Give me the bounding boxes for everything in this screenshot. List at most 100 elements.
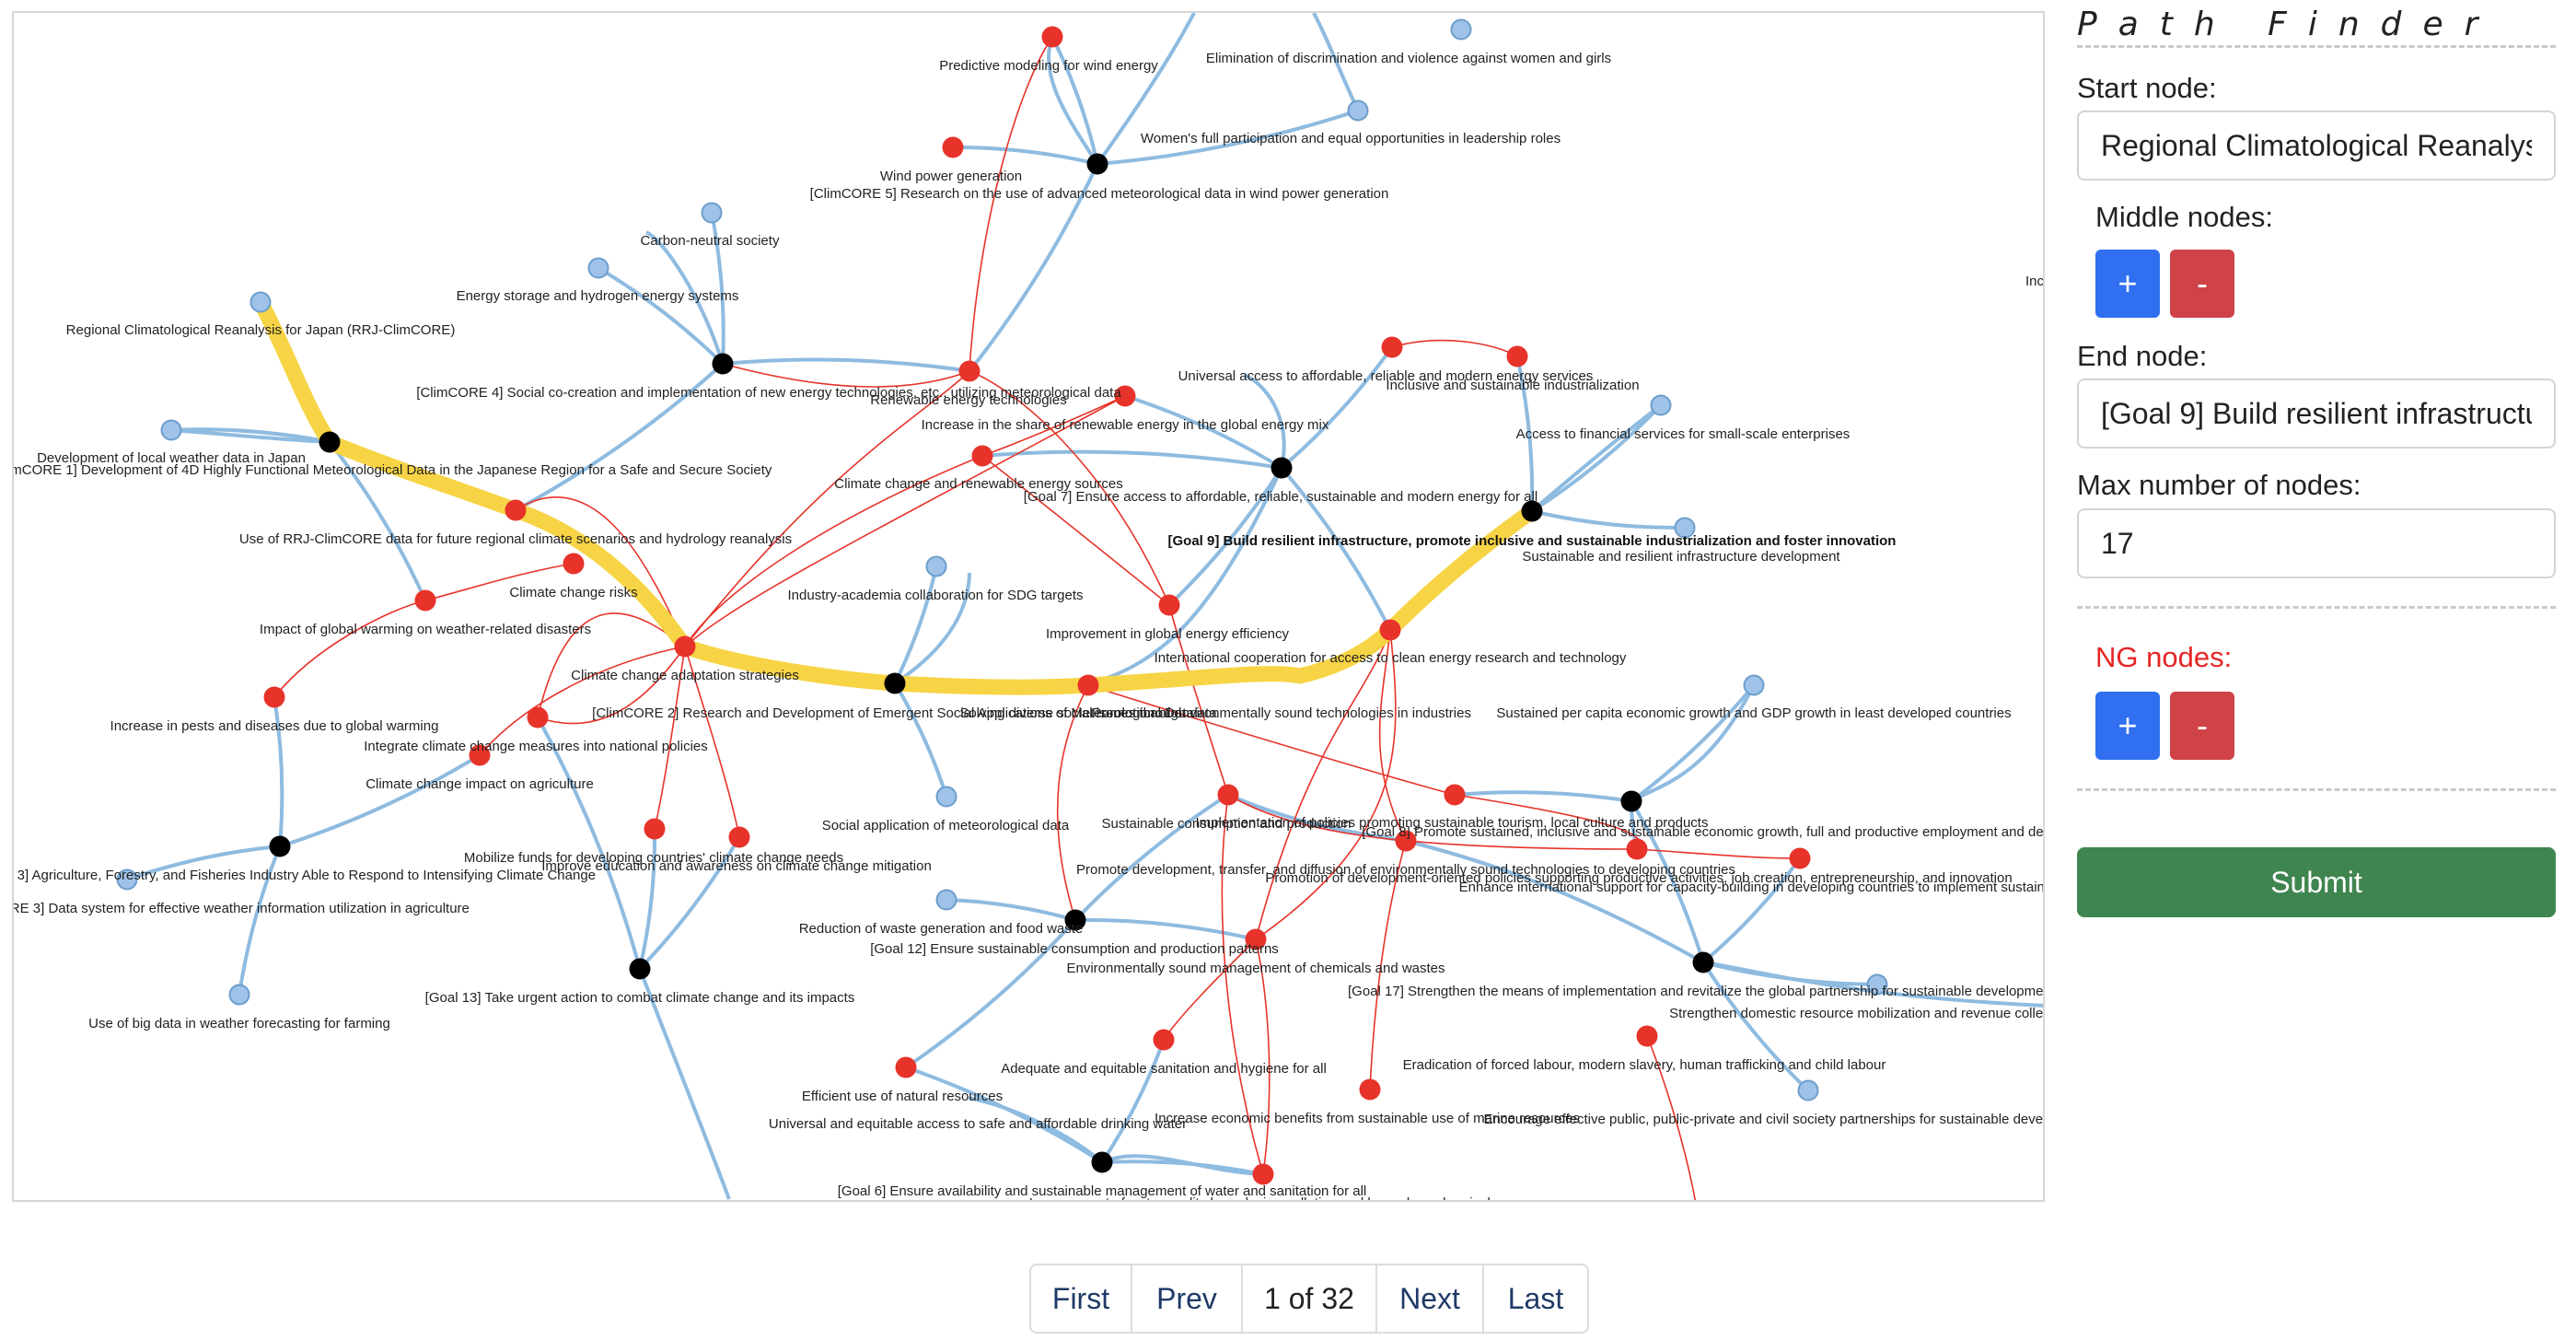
graph-edge <box>279 753 482 848</box>
goal-node[interactable] <box>1086 153 1108 175</box>
target-node[interactable] <box>263 686 285 708</box>
node-label: Impact of global warming on weather-rela… <box>260 622 591 637</box>
graph-edge <box>536 717 642 970</box>
leaf-node[interactable] <box>228 984 250 1006</box>
middle-nodes-label: Middle nodes: <box>2095 201 2274 233</box>
target-node[interactable] <box>1359 1078 1381 1101</box>
target-node[interactable] <box>1041 26 1063 48</box>
leaf-node[interactable] <box>249 291 272 313</box>
graph-edge <box>905 1066 1104 1164</box>
graph-edge <box>1244 373 1286 469</box>
graph-edge <box>1630 683 1756 803</box>
last-page-button[interactable]: Last <box>1507 1281 1564 1315</box>
target-node[interactable] <box>674 635 696 658</box>
leaf-node[interactable] <box>1743 674 1765 696</box>
next-page-button[interactable]: Next <box>1377 1265 1484 1332</box>
leaf-node[interactable] <box>116 868 138 891</box>
target-node[interactable] <box>1395 830 1417 852</box>
leaf-node[interactable] <box>1450 18 1472 41</box>
target-node[interactable] <box>1153 1029 1175 1051</box>
goal-node[interactable] <box>269 835 291 857</box>
graph-edge <box>969 36 1053 372</box>
leaf-node[interactable] <box>935 786 957 808</box>
goal-node[interactable] <box>712 353 734 375</box>
first-page-button[interactable]: First <box>1031 1265 1132 1332</box>
add-middle-node-button[interactable]: + <box>2095 250 2160 318</box>
graph-nodes <box>116 18 1888 1185</box>
goal-node[interactable] <box>1692 951 1714 973</box>
target-node[interactable] <box>942 136 964 158</box>
node-label: Increase in pests and diseases due to gl… <box>110 718 439 734</box>
goal-node[interactable] <box>1620 790 1642 812</box>
add-ng-node-button[interactable]: + <box>2095 692 2160 760</box>
graph-edge <box>638 828 657 970</box>
leaf-node[interactable] <box>1797 1079 1819 1101</box>
graph-edge <box>1227 794 1638 850</box>
remove-middle-node-button[interactable]: - <box>2170 250 2234 318</box>
node-label: Use of big data in weather forecasting f… <box>88 1016 390 1031</box>
goal-node[interactable] <box>1271 457 1293 479</box>
target-node[interactable] <box>1252 1163 1274 1185</box>
graph-edge <box>1280 466 1392 631</box>
node-label: Reduction of waste generation and food w… <box>799 921 1084 937</box>
node-label: [ClimCORE 2] Research and Development of… <box>592 705 1194 721</box>
leaf-node[interactable] <box>160 419 182 441</box>
max-nodes-input[interactable] <box>2077 508 2556 578</box>
leaf-node[interactable] <box>1347 99 1369 122</box>
graph-edge <box>893 682 948 798</box>
target-node[interactable] <box>644 818 666 840</box>
leaf-node[interactable] <box>1674 517 1696 539</box>
target-node[interactable] <box>958 360 981 382</box>
target-node[interactable] <box>971 445 993 467</box>
goal-node[interactable] <box>1521 500 1543 522</box>
target-node[interactable] <box>505 499 527 521</box>
submit-button[interactable]: Submit <box>2077 847 2556 917</box>
target-node[interactable] <box>1379 619 1401 641</box>
goal-node[interactable] <box>319 431 341 453</box>
highlighted-path <box>252 294 1540 695</box>
prev-page-button[interactable]: Prev <box>1132 1265 1243 1332</box>
node-label: [ClimCORE 4] Social co-creation and impl… <box>416 385 1121 401</box>
target-node[interactable] <box>1789 847 1811 869</box>
target-node[interactable] <box>1217 784 1239 806</box>
target-node[interactable] <box>1636 1025 1658 1047</box>
node-label: Development of local weather data in Jap… <box>37 450 306 466</box>
graph-edge <box>684 370 970 647</box>
target-node[interactable] <box>1114 385 1136 407</box>
target-node[interactable] <box>1077 674 1099 696</box>
leaf-node[interactable] <box>1866 973 1888 996</box>
target-node[interactable] <box>1158 594 1180 616</box>
target-node[interactable] <box>1381 336 1403 358</box>
network-graph[interactable]: Predictive modeling for wind energy Elimi… <box>14 13 2045 1202</box>
graph-edge <box>638 968 731 1200</box>
graph-edge <box>684 395 1126 647</box>
leaf-node[interactable] <box>935 889 957 911</box>
graph-edge <box>638 835 741 971</box>
target-node[interactable] <box>1506 345 1528 367</box>
network-graph-panel[interactable]: Predictive modeling for wind energy Elimi… <box>12 11 2045 1202</box>
target-node[interactable] <box>1444 784 1466 806</box>
target-node[interactable] <box>1626 838 1648 860</box>
goal-node[interactable] <box>1064 909 1086 931</box>
goal-node[interactable] <box>629 958 651 980</box>
target-node[interactable] <box>895 1056 917 1078</box>
target-node[interactable] <box>469 744 491 766</box>
graph-edge <box>1255 938 1271 1175</box>
node-label: [Goal 8] Promote sustained, inclusive an… <box>1362 824 2045 840</box>
target-node[interactable] <box>563 553 585 575</box>
end-node-input[interactable] <box>2077 379 2556 449</box>
target-node[interactable] <box>728 826 750 848</box>
remove-ng-node-button[interactable]: - <box>2170 692 2234 760</box>
graph-edge <box>968 163 1099 373</box>
leaf-node[interactable] <box>701 202 723 224</box>
target-node[interactable] <box>414 589 436 612</box>
leaf-node[interactable] <box>587 257 609 279</box>
goal-node[interactable] <box>884 672 906 694</box>
goal-node[interactable] <box>1091 1151 1113 1173</box>
leaf-node[interactable] <box>925 555 947 577</box>
leaf-node[interactable] <box>1650 394 1672 416</box>
start-node-input[interactable] <box>2077 111 2556 181</box>
target-node[interactable] <box>527 706 549 728</box>
target-node[interactable] <box>1245 928 1267 950</box>
graph-edge <box>1101 1154 1264 1176</box>
